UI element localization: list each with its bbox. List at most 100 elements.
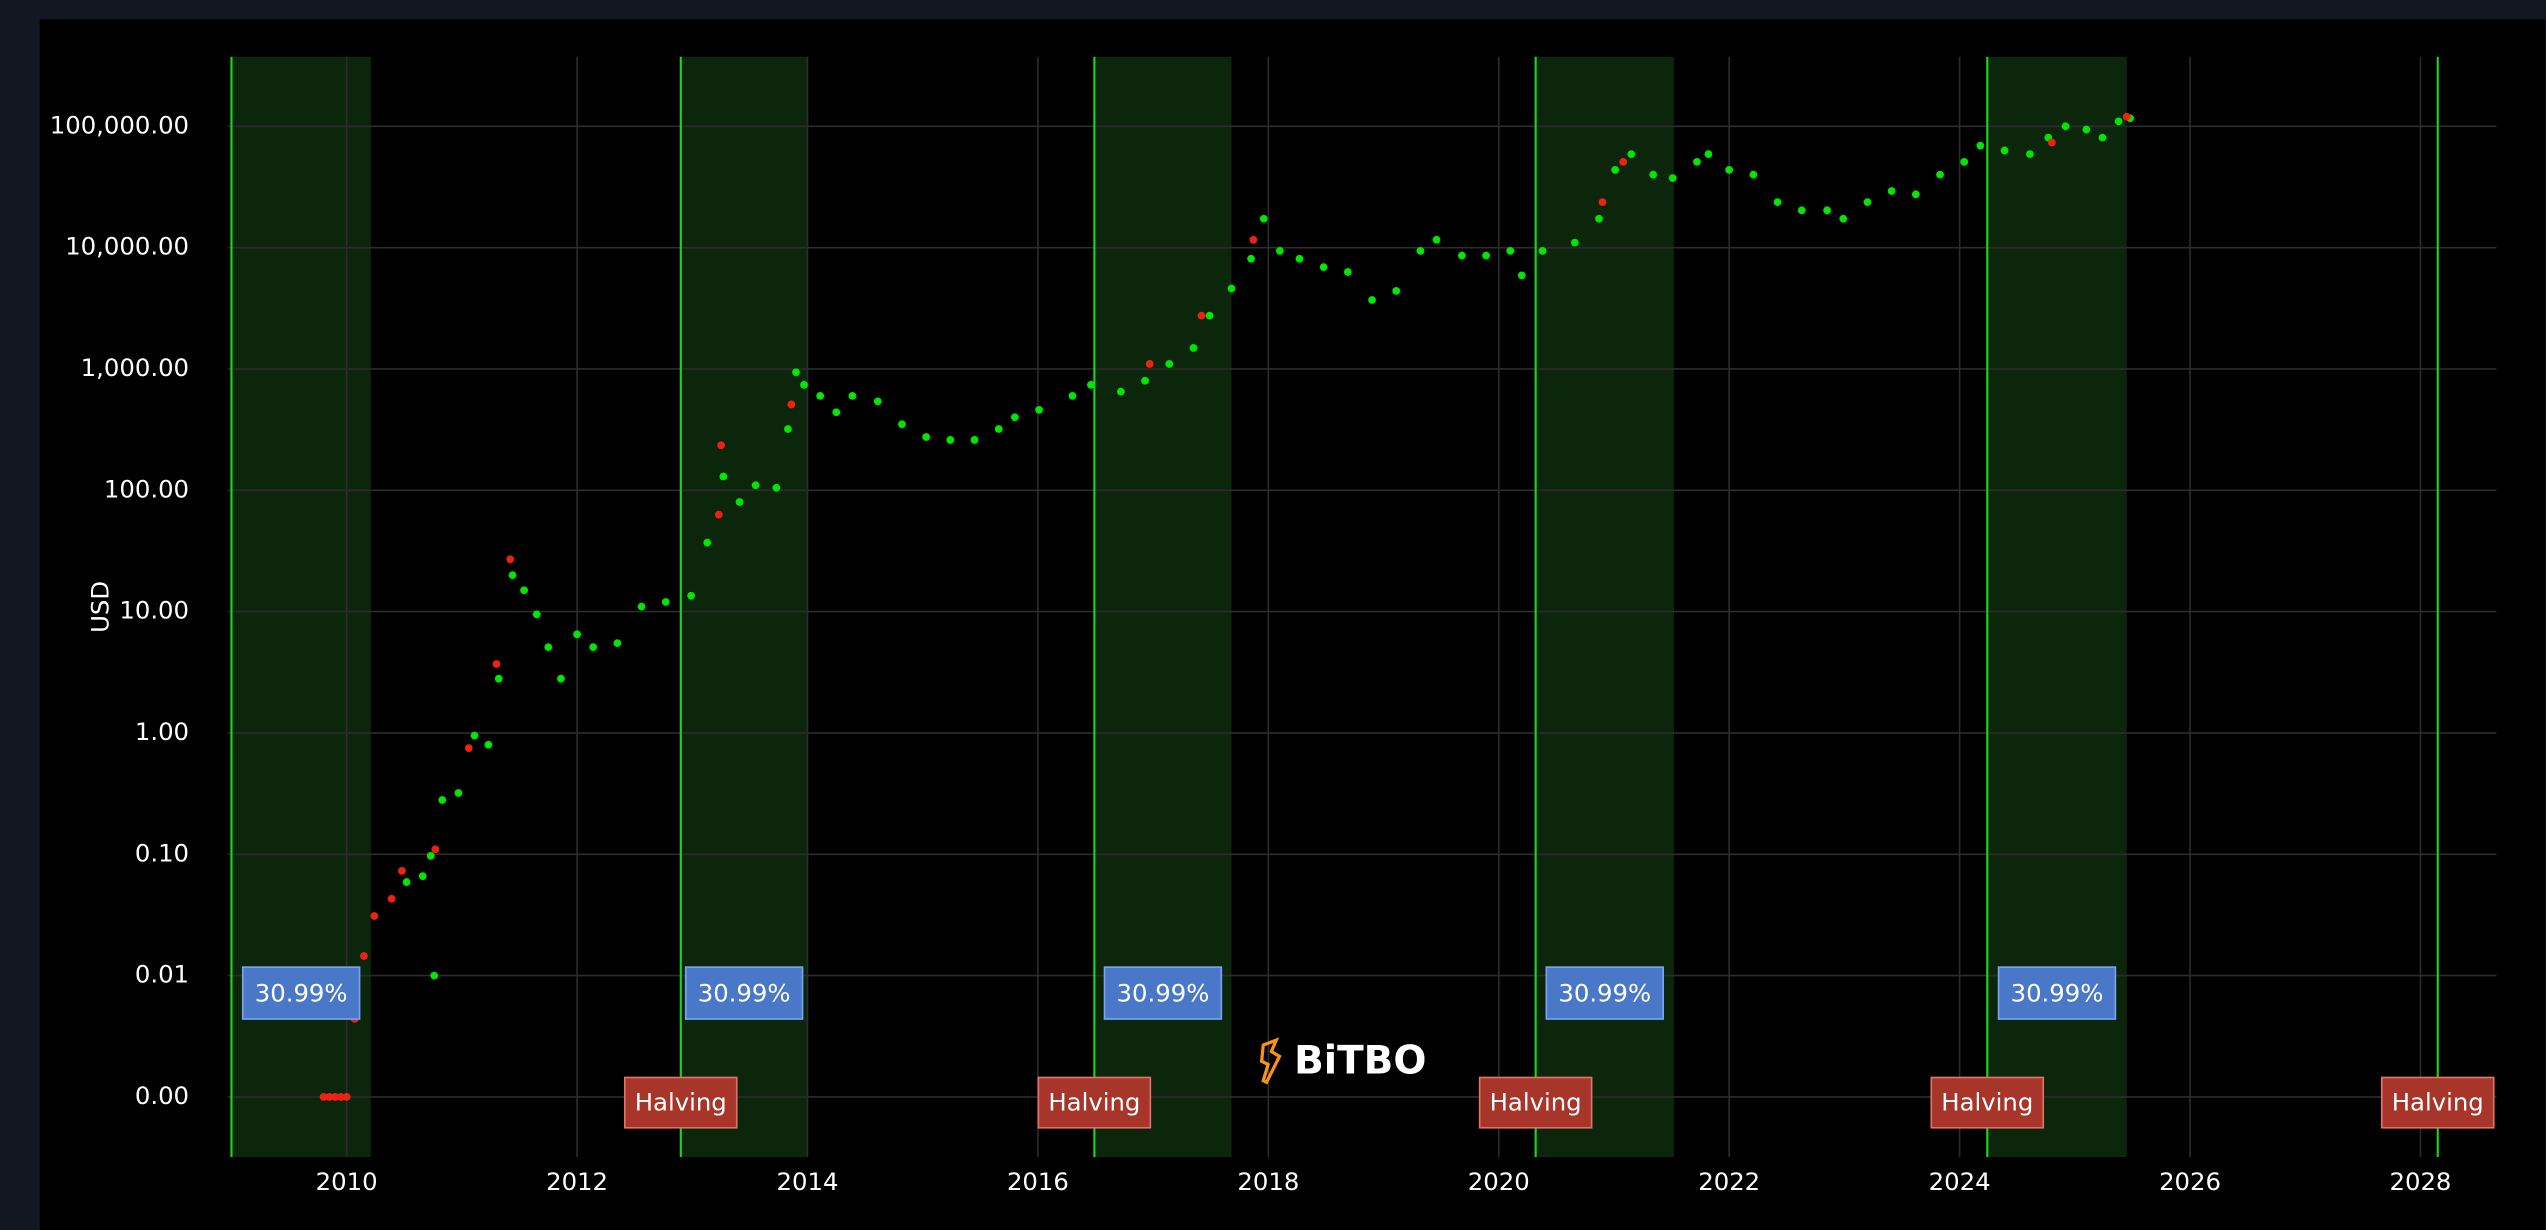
price-point [431,845,440,854]
halving-label-box [1930,1076,2045,1129]
price-point [687,591,696,600]
price-point [1205,311,1214,320]
price-point [898,420,906,429]
price-point [1863,198,1872,207]
price-point [873,397,882,406]
price-point [337,1093,345,1101]
price-point [1611,166,1620,174]
price-point [1259,214,1268,223]
region-label-box [1997,966,2117,1020]
x-tick-label: 2010 [316,1167,378,1196]
price-point [922,433,931,441]
price-point [2000,146,2009,155]
halving-label: Halving [635,1087,727,1116]
halving-label: Halving [2392,1087,2484,1116]
price-point [387,894,396,903]
halving-label-box [2380,1076,2495,1129]
price-point [2061,122,2070,131]
price-point [719,472,728,481]
price-point [508,571,517,579]
price-point [331,1093,340,1101]
region-label-box [241,966,361,1020]
y-tick-label: 0.10 [135,838,189,867]
price-point [573,630,581,639]
y-axis-title: USD [85,581,114,633]
price-point [1227,284,1236,293]
price-point [1773,198,1782,207]
price-point [1319,263,1328,272]
price-point [946,436,955,444]
price-point [848,391,857,400]
region-label: 30.99% [255,979,348,1008]
price-point [1141,376,1149,385]
price-point [325,1093,334,1101]
price-point [1275,246,1284,255]
price-point [1976,141,1985,150]
region-label: 30.99% [2011,979,2104,1008]
price-point [637,602,646,611]
halving-label-box [623,1076,738,1129]
watermark: BiTBO [1259,1037,1426,1085]
price-point [1458,251,1466,260]
price-point [1517,271,1526,280]
price-point [1823,206,1832,215]
x-tick-label: 2024 [1929,1167,1991,1196]
price-point [1839,214,1848,223]
price-point [1619,157,1628,166]
price-point [1247,254,1255,263]
price-point [1911,190,1920,199]
price-point [1368,296,1376,304]
watermark-logo [1259,1037,1282,1085]
price-point [1960,157,1969,166]
price-point [816,391,825,400]
price-point [2082,125,2091,134]
price-point [438,796,447,804]
price-point [1649,170,1658,179]
region-label: 30.99% [1558,979,1651,1008]
price-point [784,425,792,433]
price-point [1887,187,1896,195]
x-tick-label: 2026 [2159,1167,2221,1196]
price-point [792,368,800,377]
price-point [520,586,528,595]
price-point [970,436,979,444]
region-label-box [1545,966,1664,1020]
price-point [994,425,1003,433]
price-point [1010,413,1019,422]
x-tick-label: 2014 [777,1167,839,1196]
price-point [470,731,479,740]
x-tick-label: 2012 [546,1167,608,1196]
price-point [430,971,439,980]
price-point [1165,360,1174,368]
y-tick-label: 0.00 [135,1081,189,1110]
price-point [1627,150,1636,158]
price-point [1797,206,1806,215]
price-point [1295,254,1304,263]
price-point [532,610,541,619]
price-point [319,1093,328,1101]
x-tick-label: 2016 [1007,1167,1069,1196]
y-tick-label: 10,000.00 [65,232,189,261]
y-tick-label: 100,000.00 [50,110,189,139]
halving-label: Halving [1048,1087,1140,1116]
x-tick-label: 2018 [1237,1167,1299,1196]
price-point [1704,150,1713,158]
price-point [342,1093,351,1101]
price-point [1595,214,1603,223]
price-point [484,740,493,749]
price-point [787,400,796,409]
price-point [454,789,463,797]
price-point [2047,138,2056,147]
x-tick-label: 2022 [1698,1167,1760,1196]
price-point [544,643,553,651]
price-point [506,555,515,564]
price-point [800,380,808,389]
price-point [1936,170,1944,179]
region-label-box [684,966,804,1020]
y-tick-label: 1,000.00 [81,353,189,382]
price-point [1432,235,1441,244]
price-point [1749,170,1758,179]
price-point [494,674,503,683]
price-point [1416,246,1425,255]
price-point [613,639,622,648]
